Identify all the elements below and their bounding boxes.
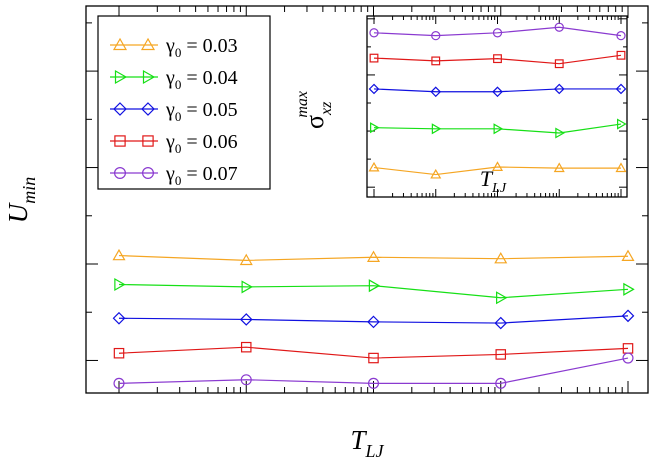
data-point	[430, 86, 442, 98]
data-point	[369, 53, 379, 63]
series-gamma-0-05	[112, 309, 635, 330]
data-point	[492, 28, 503, 38]
data-point	[623, 282, 635, 296]
data-point	[366, 250, 381, 262]
data-point	[239, 313, 253, 326]
data-point	[495, 377, 507, 389]
y-axis-label: Umin	[3, 177, 39, 224]
data-point	[112, 248, 126, 261]
legend-marker	[141, 102, 155, 116]
legend-entry-0-04: γ0 = 0.04	[110, 67, 238, 92]
series-gamma-0-07	[113, 352, 634, 389]
data-point	[616, 30, 626, 41]
series-line	[118, 346, 629, 359]
data-point	[555, 127, 565, 139]
data-point	[239, 253, 253, 266]
series-gamma-0-06	[113, 341, 634, 364]
legend-marker	[114, 135, 126, 147]
legend-entry-0-06: γ0 = 0.06	[110, 131, 238, 156]
data-point	[369, 28, 379, 38]
data-point	[368, 161, 380, 172]
data-point	[493, 123, 504, 135]
legend: γ0 = 0.03 γ0 = 0.04 γ0 = 0.05 γ0 = 0.06 γ0 =…	[97, 15, 271, 190]
legend-label: γ0 = 0.05	[165, 99, 238, 124]
data-point	[113, 377, 125, 389]
legend-marker	[113, 102, 127, 116]
data-point	[241, 280, 253, 294]
data-point	[621, 309, 635, 323]
legend-label: γ0 = 0.07	[165, 163, 238, 188]
data-point	[240, 341, 252, 353]
series-line	[373, 166, 621, 176]
legend-entry-0-05: γ0 = 0.05	[110, 99, 238, 124]
data-point	[367, 377, 380, 389]
legend-label: γ0 = 0.04	[165, 67, 238, 92]
series-gamma-0-04	[370, 118, 627, 139]
data-point	[368, 352, 379, 364]
data-point	[491, 161, 504, 171]
data-point	[496, 291, 508, 305]
data-point	[493, 54, 502, 64]
legend-entry-0-03: γ0 = 0.03	[110, 35, 238, 60]
legend-marker	[142, 135, 154, 147]
series-line	[373, 123, 622, 134]
data-point	[368, 83, 380, 95]
data-point	[622, 352, 634, 364]
legend-entry-0-07: γ0 = 0.07	[110, 163, 238, 188]
inset-y-axis-label: σxzmax	[294, 91, 335, 129]
legend-marker	[142, 69, 156, 85]
series-line	[373, 54, 622, 65]
data-point	[554, 22, 564, 32]
legend-marker	[142, 167, 155, 180]
legend-marker	[114, 69, 128, 85]
legend-marker	[112, 37, 128, 51]
data-point	[370, 122, 380, 134]
series-line	[118, 315, 629, 324]
legend-label: γ0 = 0.03	[165, 35, 238, 60]
series-gamma-0-05	[368, 83, 627, 98]
data-point	[617, 118, 627, 130]
data-point	[615, 83, 627, 95]
data-point	[431, 56, 441, 66]
data-point	[240, 374, 252, 386]
data-point	[430, 168, 442, 179]
data-point	[494, 251, 508, 264]
series-gamma-0-03	[112, 248, 635, 266]
series-line	[118, 254, 629, 261]
data-point	[553, 162, 565, 173]
series-gamma-0-07	[369, 22, 626, 41]
data-point	[368, 279, 381, 293]
data-point	[113, 347, 125, 359]
data-point	[492, 86, 503, 98]
series-gamma-0-04	[114, 277, 635, 305]
series-gamma-0-06	[369, 50, 626, 69]
data-point	[112, 311, 126, 325]
series-line	[118, 357, 629, 384]
series-gamma-0-03	[368, 161, 627, 179]
data-point	[431, 123, 442, 135]
data-point	[554, 59, 564, 69]
data-point	[367, 315, 380, 329]
legend-label: γ0 = 0.06	[165, 131, 238, 156]
x-axis-label: TLJ	[350, 425, 384, 461]
data-point	[431, 30, 441, 41]
data-point	[495, 349, 507, 360]
data-point	[114, 277, 126, 292]
legend-marker	[140, 37, 156, 51]
data-point	[494, 316, 508, 330]
inset-x-axis-label: TLJ	[480, 166, 507, 196]
series-line	[118, 283, 629, 299]
data-point	[616, 50, 626, 60]
data-point	[553, 83, 565, 95]
legend-marker	[113, 167, 126, 180]
inset-plot	[366, 15, 628, 198]
data-point	[621, 249, 635, 262]
data-point	[615, 162, 627, 173]
series-line	[373, 88, 621, 93]
series-line	[373, 26, 622, 37]
